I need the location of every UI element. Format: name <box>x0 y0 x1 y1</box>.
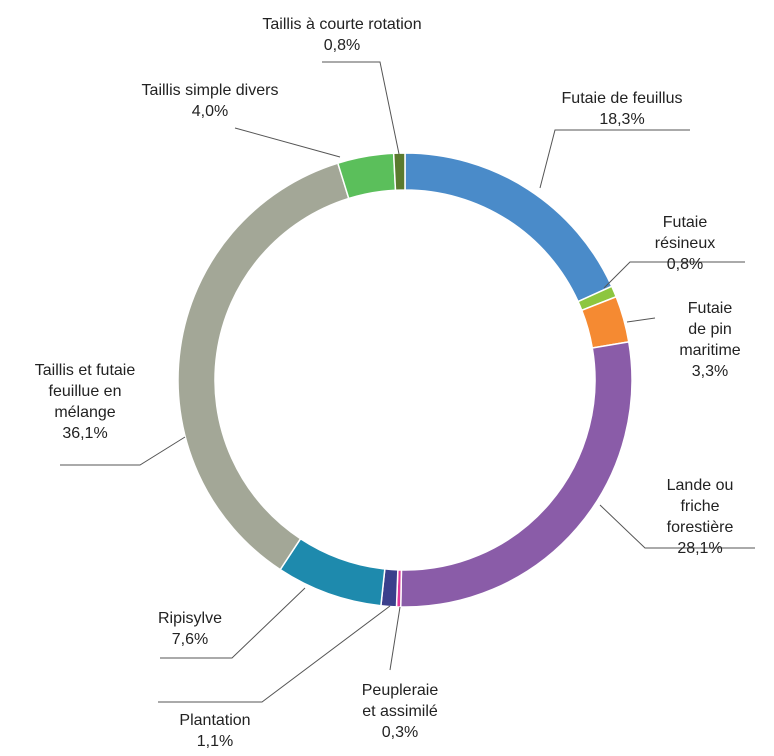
slice-label: Futaie résineux 0,8% <box>641 212 730 275</box>
slice-label: Taillis et futaie feuillue en mélange 36,… <box>35 360 136 444</box>
slice-label: Lande ou friche forestière 28,1% <box>663 475 737 559</box>
donut-slice <box>392 152 406 192</box>
donut-slice <box>336 152 397 200</box>
category-label: Taillis et futaie feuillue en mélange <box>34 362 136 421</box>
category-label: Futaie de pin maritime <box>679 300 741 359</box>
category-label: Ripisylve <box>157 610 223 627</box>
leader-line <box>599 504 755 549</box>
category-label: Futaie de feuillus <box>561 90 683 107</box>
slice-label: Peupleraie et assimilé 0,3% <box>362 680 439 743</box>
slice-label: Futaie de pin maritime 3,3% <box>678 298 742 382</box>
value-label: 3,3% <box>691 363 729 380</box>
leader-line <box>603 261 745 289</box>
category-label: Lande ou friche forestière <box>666 477 734 536</box>
value-label: 1,1% <box>196 733 234 750</box>
value-label: 36,1% <box>62 425 108 442</box>
donut-slice <box>177 162 350 571</box>
donut-slice <box>279 537 386 607</box>
donut-slice <box>404 152 613 303</box>
leader-line <box>234 127 341 158</box>
slice-label: Taillis à courte rotation 0,8% <box>262 14 421 56</box>
leader-line <box>389 606 401 671</box>
value-label: 28,1% <box>677 540 723 557</box>
leader-line <box>160 587 306 659</box>
donut-slice <box>399 340 633 608</box>
leader-line <box>322 61 400 155</box>
value-label: 18,3% <box>599 111 645 128</box>
value-label: 0,8% <box>666 256 704 273</box>
leader-line <box>539 129 690 189</box>
value-label: 7,6% <box>171 631 209 648</box>
leader-line <box>60 436 186 466</box>
slice-label: Plantation 1,1% <box>179 710 250 752</box>
slice-label: Taillis simple divers 4,0% <box>142 80 279 122</box>
value-label: 0,3% <box>381 724 419 741</box>
slice-label: Futaie de feuillus 18,3% <box>562 88 683 130</box>
leader-line <box>626 317 656 323</box>
value-label: 0,8% <box>323 37 361 54</box>
category-label: Plantation <box>179 712 251 729</box>
slice-label: Ripisylve 7,6% <box>158 608 222 650</box>
category-label: Taillis simple divers <box>141 82 279 99</box>
leader-line <box>158 605 391 703</box>
category-label: Taillis à courte rotation <box>262 16 422 33</box>
category-label: Futaie résineux <box>654 214 716 252</box>
category-label: Peupleraie et assimilé <box>361 682 439 720</box>
value-label: 4,0% <box>191 103 229 120</box>
